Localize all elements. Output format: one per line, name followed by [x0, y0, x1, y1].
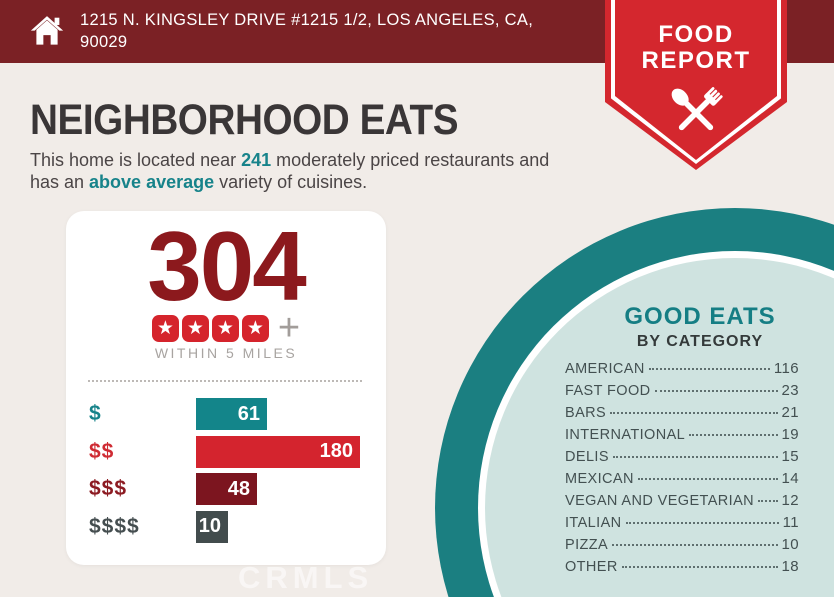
category-value: 19: [781, 426, 799, 443]
dotted-leader: [654, 390, 778, 392]
category-row: AMERICAN 116: [565, 360, 799, 382]
category-row: DELIS 15: [565, 448, 799, 470]
category-value: 23: [781, 382, 799, 399]
price-tier-bar: 10: [196, 510, 228, 543]
price-bar-row: $ 61: [66, 398, 386, 430]
dashed-divider: [88, 380, 362, 382]
subtitle-text: has an: [30, 172, 90, 192]
good-eats-subtitle: BY CATEGORY: [636, 333, 764, 350]
category-value: 14: [781, 470, 799, 487]
dotted-leader: [637, 478, 778, 480]
dotted-leader: [610, 412, 778, 414]
dotted-leader: [758, 500, 778, 502]
badge-title-line2: REPORT: [641, 47, 751, 74]
category-value: 11: [782, 514, 799, 531]
category-row: VEGAN AND VEGETARIAN 12: [565, 492, 799, 514]
dotted-leader: [612, 456, 778, 458]
star-icon: ★: [241, 315, 269, 342]
price-tier-bar: 61: [196, 398, 267, 430]
good-eats-heading: GOOD EATS BY CATEGORY: [525, 303, 834, 351]
category-value: 12: [781, 492, 799, 509]
crossed-utensils-icon: [671, 87, 723, 131]
home-icon: [30, 16, 64, 45]
dotted-leader: [689, 434, 778, 436]
price-tier-bar: 180: [196, 435, 360, 468]
good-eats-circle: GOOD EATS BY CATEGORY AMERICAN 116 FAST …: [435, 208, 834, 597]
category-row: INTERNATIONAL 19: [565, 426, 799, 448]
price-bar-row: $$$ 48: [66, 473, 386, 505]
price-tier-label: $$: [89, 439, 115, 463]
category-label: MEXICAN: [565, 471, 634, 487]
address-line-1: 1215 N. KINGSLEY DRIVE #1215 1/2, LOS AN…: [80, 11, 534, 29]
total-restaurants-stat: 304: [147, 211, 307, 321]
plus-sign: +: [277, 307, 301, 349]
category-row: OTHER 18: [565, 558, 799, 580]
category-row: FAST FOOD 23: [565, 382, 799, 404]
category-label: BARS: [565, 405, 607, 421]
restaurant-stats-card: 304 ★ ★ ★ ★ + WITHIN 5 MILES $ 61 $$ 180 $$$…: [66, 211, 386, 565]
price-tier-bar: 48: [196, 473, 257, 505]
subtitle-text: variety of cuisines.: [214, 172, 368, 192]
category-list: AMERICAN 116 FAST FOOD 23 BARS 21 INTERN…: [565, 360, 799, 580]
dotted-leader: [648, 368, 770, 370]
category-value: 10: [781, 536, 799, 553]
category-label: VEGAN AND VEGETARIAN: [565, 493, 755, 509]
category-value: 21: [781, 404, 799, 421]
category-label: ITALIAN: [565, 515, 622, 531]
page-title: NEIGHBORHOOD EATS: [30, 96, 459, 144]
category-label: INTERNATIONAL: [565, 427, 686, 443]
category-label: FAST FOOD: [565, 383, 651, 399]
variety-highlight: above average: [89, 172, 215, 192]
star-icon: ★: [151, 315, 179, 342]
star-icon: ★: [181, 315, 209, 342]
good-eats-title: GOOD EATS: [624, 303, 776, 330]
property-address: 1215 N. KINGSLEY DRIVE #1215 1/2, LOS AN…: [80, 9, 580, 53]
subtitle-text: moderately priced restaurants and: [271, 150, 550, 170]
restaurant-count: 241: [241, 150, 272, 170]
badge-title-line1: FOOD: [658, 21, 734, 48]
category-value: 18: [781, 558, 799, 575]
category-row: MEXICAN 14: [565, 470, 799, 492]
dotted-leader: [612, 544, 778, 546]
price-tier-label: $$$: [89, 477, 128, 500]
category-value: 116: [773, 360, 799, 377]
price-tier-label: $: [89, 402, 102, 425]
category-label: OTHER: [565, 559, 618, 575]
page-subtitle: This home is located near 241 moderately…: [30, 149, 610, 193]
star-icon: ★: [211, 315, 239, 342]
category-value: 15: [781, 448, 799, 465]
food-report-badge: FOOD REPORT: [605, 0, 787, 170]
price-tier-bar-chart: $ 61 $$ 180 $$$ 48 $$$$ 10: [66, 398, 386, 548]
price-tier-label: $$$$: [89, 514, 140, 538]
category-row: ITALIAN 11: [565, 514, 799, 536]
address-line-2: 90029: [80, 33, 128, 51]
dotted-leader: [625, 522, 779, 524]
price-bar-row: $$$$ 10: [66, 510, 386, 543]
crmls-watermark: CRMLS: [238, 560, 374, 595]
category-row: PIZZA 10: [565, 536, 799, 558]
dotted-leader: [621, 566, 778, 568]
price-bar-row: $$ 180: [66, 435, 386, 468]
badge-content: FOOD REPORT: [605, 0, 787, 153]
category-label: PIZZA: [565, 537, 609, 553]
radius-caption: WITHIN 5 MILES: [154, 345, 298, 361]
category-row: BARS 21: [565, 404, 799, 426]
subtitle-text: This home is located near: [30, 150, 242, 170]
category-label: DELIS: [565, 449, 609, 465]
stars-row: ★ ★ ★ ★ +: [66, 307, 386, 349]
category-label: AMERICAN: [565, 361, 645, 377]
